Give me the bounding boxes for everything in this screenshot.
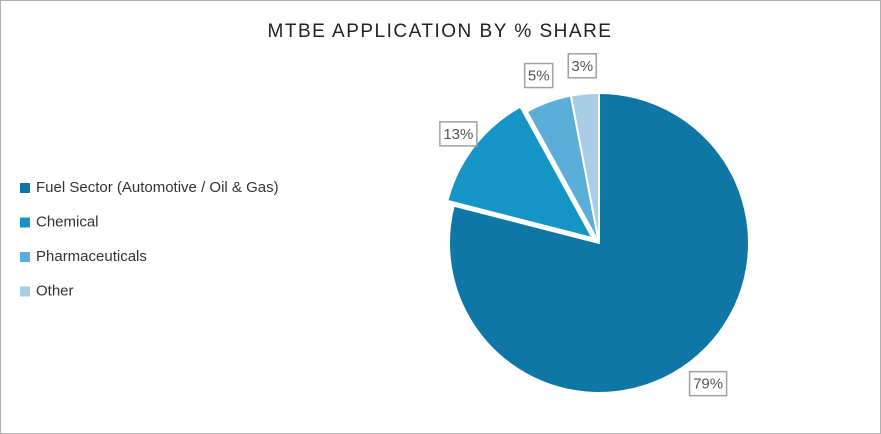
data-label: 13% <box>443 126 473 143</box>
data-label-box <box>567 53 597 79</box>
legend-swatch <box>20 252 30 262</box>
data-label-box <box>688 370 728 397</box>
legend-label: Chemical <box>36 213 99 230</box>
data-label: 3% <box>571 58 593 75</box>
legend-label: Other <box>36 282 74 299</box>
legend-label: Fuel Sector (Automotive / Oil & Gas) <box>36 179 279 196</box>
pie-slice <box>569 91 600 244</box>
legend-swatch <box>20 286 30 297</box>
legend-swatch <box>20 183 30 193</box>
legend-swatch <box>20 217 30 228</box>
chart-title: MTBE APPLICATION BY % SHARE <box>268 21 613 42</box>
data-label-box <box>523 62 554 89</box>
data-label: 79% <box>693 376 723 393</box>
legend-label: Pharmaceuticals <box>36 248 147 265</box>
data-label-box <box>439 121 478 147</box>
data-label: 5% <box>528 67 550 84</box>
